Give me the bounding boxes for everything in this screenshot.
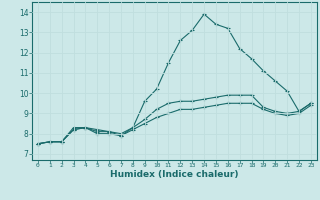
X-axis label: Humidex (Indice chaleur): Humidex (Indice chaleur): [110, 170, 239, 179]
